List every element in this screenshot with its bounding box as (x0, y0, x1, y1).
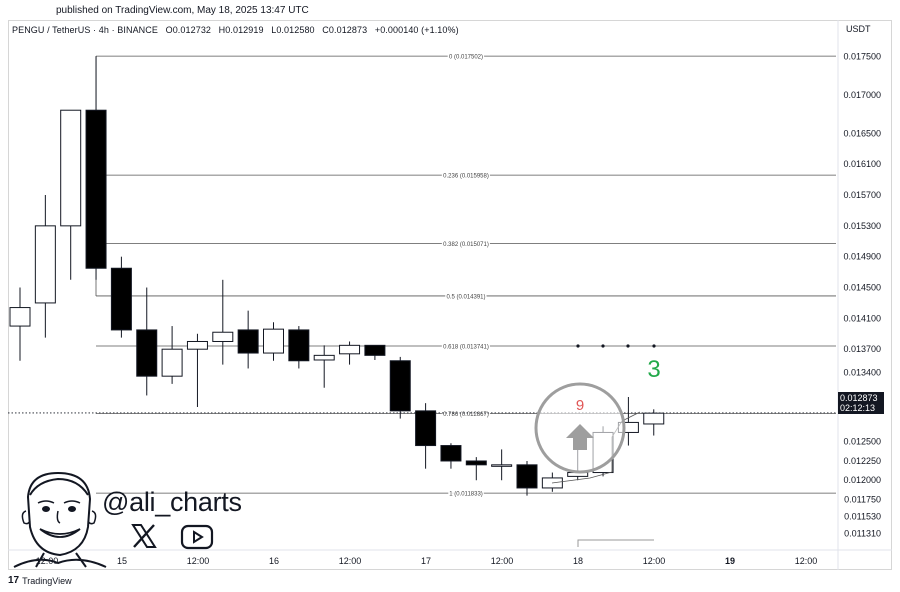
x-tick-label: 18 (573, 556, 583, 566)
y-tick-label: 0.016500 (843, 128, 881, 138)
bullish-candle (34, 225, 56, 304)
level-marker-dot (652, 344, 656, 348)
y-tick-label: 0.013700 (843, 344, 881, 354)
bar-countdown: 02:12:13 (840, 403, 876, 413)
bullish-candle (161, 348, 183, 377)
y-tick-label: 0.016100 (843, 159, 881, 169)
fib-level-label: 0.5 (0.014391) (446, 294, 485, 300)
bullish-candle (339, 344, 361, 355)
bearish-candle (415, 410, 437, 447)
x-tick-label: 16 (269, 556, 279, 566)
fib-level-label: 0.236 (0.015958) (443, 174, 489, 180)
avatar-caricature (13, 471, 107, 568)
level-marker-dot (576, 344, 580, 348)
y-tick-label: 0.017500 (843, 51, 881, 61)
x-tick-label: 17 (421, 556, 431, 566)
currency-label: USDT (846, 24, 871, 34)
bullish-candle (263, 328, 284, 354)
bearish-candle (440, 445, 462, 462)
bullish-candle (60, 109, 82, 227)
legend-change: +0.000140 (+1.10%) (374, 25, 459, 35)
td-signal-3: 3 (647, 356, 660, 383)
x-tick-label: 12:00 (339, 556, 362, 566)
fib-level-label: 0.618 (0.013741) (443, 345, 489, 351)
legend-high: H0.012919 (218, 25, 264, 35)
x-tick-label: 12:00 (795, 556, 818, 566)
youtube-icon[interactable] (180, 524, 214, 550)
fib-level-label: 0.382 (0.015071) (443, 242, 489, 248)
td-signal-9: 9 (576, 397, 584, 414)
x-logo-icon[interactable] (130, 522, 158, 550)
bearish-candle (237, 329, 259, 354)
x-tick-label: 19 (725, 556, 735, 566)
bearish-candle (516, 464, 538, 489)
y-tick-label: 0.012000 (843, 475, 881, 485)
x-tick-label: 12:00 (643, 556, 666, 566)
legend-open: O0.012732 (165, 25, 212, 35)
bullish-candle (491, 464, 513, 467)
published-note: published on TradingView.com, May 18, 20… (56, 5, 309, 16)
y-tick-label: 0.013400 (843, 367, 881, 377)
y-tick-label: 0.012500 (843, 437, 881, 447)
time-range-marker (577, 539, 654, 547)
bearish-candle (389, 360, 411, 412)
tradingview-logo-icon: 17 (8, 575, 20, 586)
bearish-candle (136, 329, 158, 377)
y-tick-label: 0.014100 (843, 313, 881, 323)
bearish-candle (364, 344, 386, 356)
y-tick-label: 0.014500 (843, 283, 881, 293)
bullish-candle (9, 307, 31, 327)
level-marker-dot (626, 344, 630, 348)
x-tick-label: 12:00 (187, 556, 210, 566)
current-price-tag: 0.012873 02:12:13 (838, 392, 884, 414)
legend-low: L0.012580 (271, 25, 315, 35)
x-tick-label: 12:00 (491, 556, 514, 566)
x-tick-label: 15 (117, 556, 127, 566)
tradingview-wordmark: TradingView (22, 575, 72, 586)
current-price-value: 0.012873 (840, 393, 878, 403)
fib-level-label: 1 (0.011833) (449, 492, 483, 498)
y-tick-label: 0.011530 (844, 511, 881, 521)
up-arrow-icon (566, 424, 594, 450)
legend-pair: PENGU / TetherUS · 4h · BINANCE (12, 25, 158, 35)
y-tick-label: 0.011310 (844, 528, 881, 538)
y-tick-label: 0.014900 (843, 252, 881, 262)
y-tick-label: 0.015300 (843, 221, 881, 231)
bearish-candle (465, 460, 487, 466)
bearish-candle (288, 329, 310, 362)
chart-frame (8, 20, 892, 570)
y-tick-label: 0.017000 (843, 90, 881, 100)
bullish-candle (643, 412, 665, 425)
legend-close: C0.012873 (322, 25, 368, 35)
fib-level-label: 0.786 (0.012867) (443, 412, 489, 418)
bullish-candle (313, 354, 335, 361)
y-tick-label: 0.011750 (844, 495, 881, 505)
bearish-candle (85, 109, 107, 269)
fib-level-label: 0 (0.017502) (449, 55, 483, 61)
bearish-candle (110, 267, 132, 331)
y-tick-label: 0.015700 (843, 190, 881, 200)
bullish-candle (212, 331, 234, 342)
level-marker-dot (601, 344, 605, 348)
bullish-candle (186, 340, 208, 350)
ohlc-legend: PENGU / TetherUS · 4h · BINANCE O0.01273… (12, 25, 464, 35)
y-tick-label: 0.012250 (843, 456, 881, 466)
author-handle: @ali_charts (102, 487, 242, 517)
tradingview-footer: 17 TradingView (8, 575, 72, 586)
